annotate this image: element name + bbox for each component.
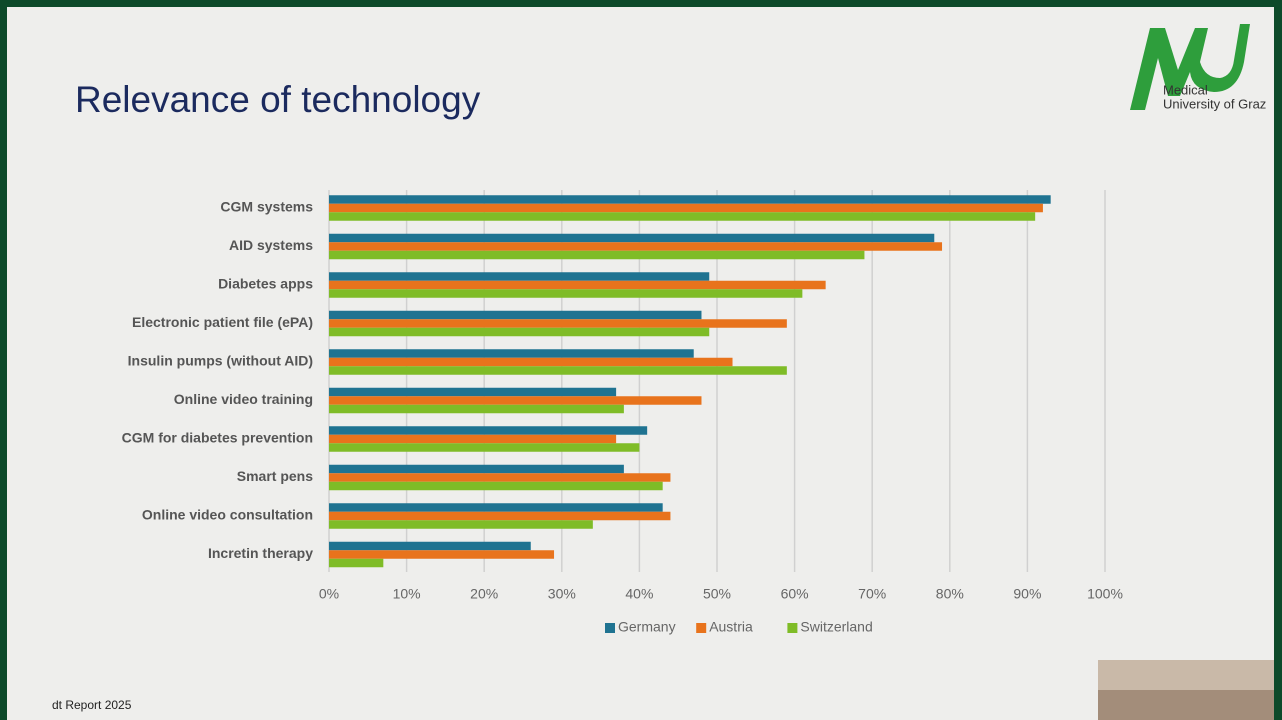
bar	[329, 319, 787, 328]
y-tick-label: CGM for diabetes prevention	[122, 430, 313, 446]
bar	[329, 511, 671, 521]
x-tick-label: 90%	[1013, 586, 1041, 602]
x-tick-label: 60%	[781, 586, 809, 602]
x-tick-label: 0%	[319, 586, 339, 602]
bar	[329, 464, 624, 474]
y-tick-label: Online video training	[174, 391, 313, 407]
photo	[1098, 690, 1274, 720]
x-tick-label: 50%	[703, 586, 731, 602]
legend-swatch	[605, 623, 615, 633]
x-tick-label: 30%	[548, 586, 576, 602]
y-tick-label: CGM systems	[220, 199, 313, 215]
bar	[329, 203, 1043, 213]
bar	[329, 481, 663, 491]
bar	[329, 473, 671, 482]
crowd-photo	[1098, 660, 1274, 720]
y-tick-label: Incretin therapy	[208, 545, 313, 561]
footer: dt Report 2025	[52, 698, 132, 712]
bar	[329, 366, 787, 375]
y-tick-label: Online video consultation	[142, 507, 313, 523]
logo: Medical University of Graz	[1130, 24, 1266, 111]
logo-text: University of Graz	[1163, 96, 1266, 111]
bar	[329, 250, 865, 260]
bar	[329, 434, 617, 444]
bar	[329, 212, 1036, 221]
bar	[329, 396, 702, 405]
bar	[329, 503, 663, 512]
bar	[329, 195, 1051, 204]
bar	[329, 310, 702, 320]
bar	[329, 289, 803, 298]
y-tick-label: Insulin pumps (without AID)	[128, 353, 313, 369]
bar	[329, 349, 694, 358]
x-tick-label: 100%	[1087, 586, 1123, 602]
bar	[329, 520, 593, 529]
y-tick-label: Smart pens	[237, 468, 313, 484]
bar	[329, 550, 555, 559]
bar	[329, 280, 826, 290]
bar	[329, 357, 733, 367]
bar	[329, 443, 640, 452]
slide-title: Relevance of technology	[75, 79, 481, 120]
y-tick-label: AID systems	[229, 237, 313, 253]
x-tick-label: 20%	[470, 586, 498, 602]
bar	[329, 327, 710, 337]
bar	[329, 242, 943, 251]
bar	[329, 404, 624, 414]
logo-text: Medical	[1163, 82, 1208, 97]
x-tick-label: 40%	[625, 586, 653, 602]
bar	[329, 558, 384, 568]
legend-label: Germany	[618, 619, 676, 635]
bar	[329, 233, 935, 243]
x-tick-label: 70%	[858, 586, 886, 602]
bar	[329, 426, 648, 435]
x-tick-label: 80%	[936, 586, 964, 602]
legend-label: Switzerland	[800, 619, 872, 635]
bar	[329, 387, 617, 397]
y-tick-label: Diabetes apps	[218, 276, 313, 292]
y-tick-label: Electronic patient file (ePA)	[132, 314, 313, 330]
legend-swatch	[787, 623, 798, 633]
bar	[329, 541, 531, 551]
legend-label: Austria	[709, 619, 753, 635]
logo-mark	[1130, 24, 1250, 110]
bar	[329, 272, 710, 281]
x-tick-label: 10%	[393, 586, 421, 602]
legend-swatch	[696, 623, 707, 633]
